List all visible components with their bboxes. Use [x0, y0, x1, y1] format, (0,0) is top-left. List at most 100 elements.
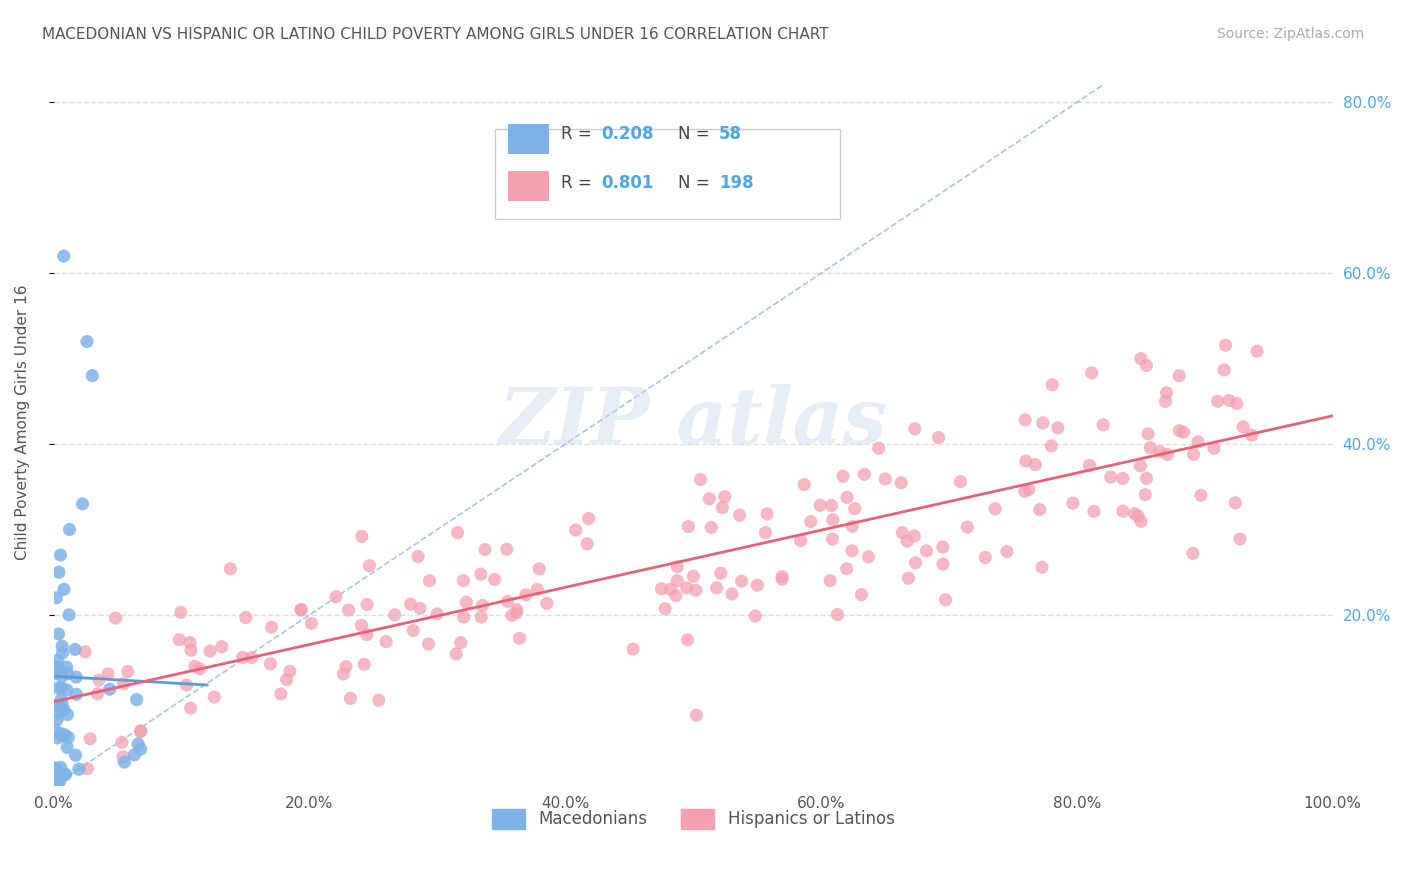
Point [211, 640, 233, 654]
Point [851, 588, 873, 602]
Text: N =: N = [678, 126, 714, 144]
Point [1154, 394, 1177, 409]
Point [418, 574, 440, 588]
Point [1135, 488, 1157, 502]
Point [1156, 448, 1178, 462]
Point [104, 611, 127, 625]
Point [1137, 426, 1160, 441]
Point [1225, 496, 1247, 510]
Point [706, 581, 728, 595]
Point [46, 681, 69, 695]
Point [278, 665, 301, 679]
Point [53, 582, 76, 597]
Point [65, 670, 87, 684]
Point [1232, 420, 1254, 434]
Point [46, 713, 69, 727]
Point [48, 627, 70, 641]
Point [356, 627, 378, 641]
Point [700, 520, 723, 534]
Point [52, 729, 75, 743]
Point [495, 542, 517, 557]
Point [260, 620, 283, 634]
Point [576, 537, 599, 551]
Text: R =: R = [561, 126, 598, 144]
Point [689, 473, 711, 487]
Point [678, 519, 700, 533]
Point [821, 532, 844, 546]
Point [82, 368, 104, 383]
Point [290, 602, 312, 616]
Point [232, 650, 254, 665]
Point [1040, 439, 1063, 453]
Point [827, 607, 849, 622]
Point [721, 587, 744, 601]
Point [1040, 377, 1063, 392]
Point [1218, 393, 1240, 408]
Point [793, 477, 815, 491]
Point [48, 700, 70, 714]
Point [1168, 424, 1191, 438]
Point [339, 691, 361, 706]
Point [832, 469, 855, 483]
Point [179, 635, 201, 649]
Point [240, 650, 263, 665]
Legend: Macedonians, Hispanics or Latinos: Macedonians, Hispanics or Latinos [485, 802, 901, 836]
Point [710, 566, 733, 581]
Point [682, 569, 704, 583]
Point [335, 659, 357, 673]
Point [444, 647, 467, 661]
Point [55, 767, 77, 781]
Point [1032, 416, 1054, 430]
Text: 198: 198 [718, 174, 754, 192]
Point [509, 632, 531, 646]
Point [52, 703, 75, 717]
Point [654, 601, 676, 615]
Point [685, 708, 707, 723]
Text: R =: R = [561, 174, 598, 192]
Point [932, 540, 955, 554]
Point [53, 767, 76, 781]
Point [359, 558, 381, 573]
Point [995, 544, 1018, 558]
Point [87, 673, 110, 688]
Point [501, 608, 523, 623]
Point [659, 582, 682, 597]
Point [235, 610, 257, 624]
Point [337, 603, 360, 617]
Point [129, 742, 152, 756]
Point [129, 723, 152, 738]
Point [1014, 413, 1036, 427]
Point [46, 653, 69, 667]
Point [46, 731, 69, 745]
Point [44, 723, 66, 738]
Text: N =: N = [678, 174, 714, 192]
Point [49, 692, 72, 706]
Point [65, 687, 87, 701]
Point [1099, 470, 1122, 484]
Point [1031, 560, 1053, 574]
Point [169, 632, 191, 647]
Point [891, 525, 914, 540]
Point [1226, 396, 1249, 410]
Point [1213, 363, 1236, 377]
Point [697, 491, 720, 506]
Point [515, 588, 537, 602]
Point [890, 475, 912, 490]
Point [835, 491, 858, 505]
Point [875, 472, 897, 486]
Point [1149, 444, 1171, 458]
Point [984, 501, 1007, 516]
Point [650, 582, 672, 596]
Point [713, 490, 735, 504]
Point [112, 677, 135, 691]
Point [56, 666, 79, 681]
Point [565, 523, 588, 537]
Point [270, 687, 292, 701]
Point [1078, 458, 1101, 473]
Point [45, 666, 67, 681]
Point [56, 682, 79, 697]
Point [506, 603, 529, 617]
Point [188, 662, 211, 676]
Point [46, 706, 69, 721]
Point [1202, 442, 1225, 456]
